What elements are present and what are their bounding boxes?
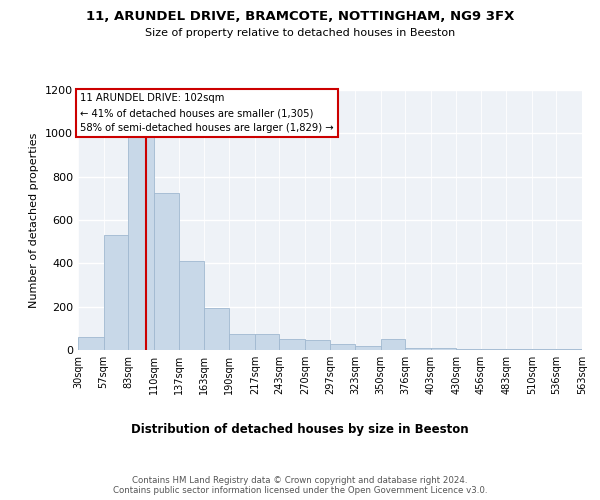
Text: Size of property relative to detached houses in Beeston: Size of property relative to detached ho…: [145, 28, 455, 38]
Bar: [204, 308, 229, 350]
Text: Distribution of detached houses by size in Beeston: Distribution of detached houses by size …: [131, 422, 469, 436]
Text: 11 ARUNDEL DRIVE: 102sqm
← 41% of detached houses are smaller (1,305)
58% of sem: 11 ARUNDEL DRIVE: 102sqm ← 41% of detach…: [80, 93, 334, 133]
Bar: [104, 235, 128, 350]
Bar: [128, 134, 154, 350]
Bar: [305, 340, 331, 350]
Bar: [556, 349, 582, 350]
Bar: [331, 344, 355, 350]
Bar: [154, 193, 179, 350]
Text: Contains HM Land Registry data © Crown copyright and database right 2024.
Contai: Contains HM Land Registry data © Crown c…: [113, 476, 487, 495]
Bar: [532, 349, 556, 350]
Bar: [456, 349, 481, 350]
Bar: [380, 339, 405, 350]
Bar: [481, 349, 506, 350]
Bar: [179, 261, 204, 350]
Bar: [280, 339, 305, 350]
Bar: [78, 337, 104, 350]
Bar: [506, 349, 532, 350]
Bar: [355, 346, 380, 350]
Bar: [255, 334, 280, 350]
Y-axis label: Number of detached properties: Number of detached properties: [29, 132, 40, 308]
Text: 11, ARUNDEL DRIVE, BRAMCOTE, NOTTINGHAM, NG9 3FX: 11, ARUNDEL DRIVE, BRAMCOTE, NOTTINGHAM,…: [86, 10, 514, 23]
Bar: [405, 348, 431, 350]
Bar: [229, 334, 255, 350]
Bar: [431, 348, 456, 350]
